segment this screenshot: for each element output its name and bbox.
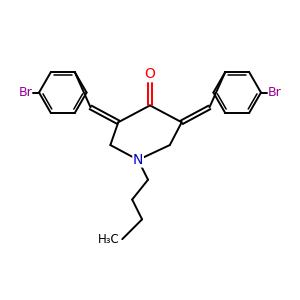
- Text: N: N: [133, 153, 143, 167]
- Text: Br: Br: [18, 86, 32, 99]
- Text: H₃C: H₃C: [98, 233, 119, 246]
- Text: Br: Br: [268, 86, 282, 99]
- Text: O: O: [145, 67, 155, 81]
